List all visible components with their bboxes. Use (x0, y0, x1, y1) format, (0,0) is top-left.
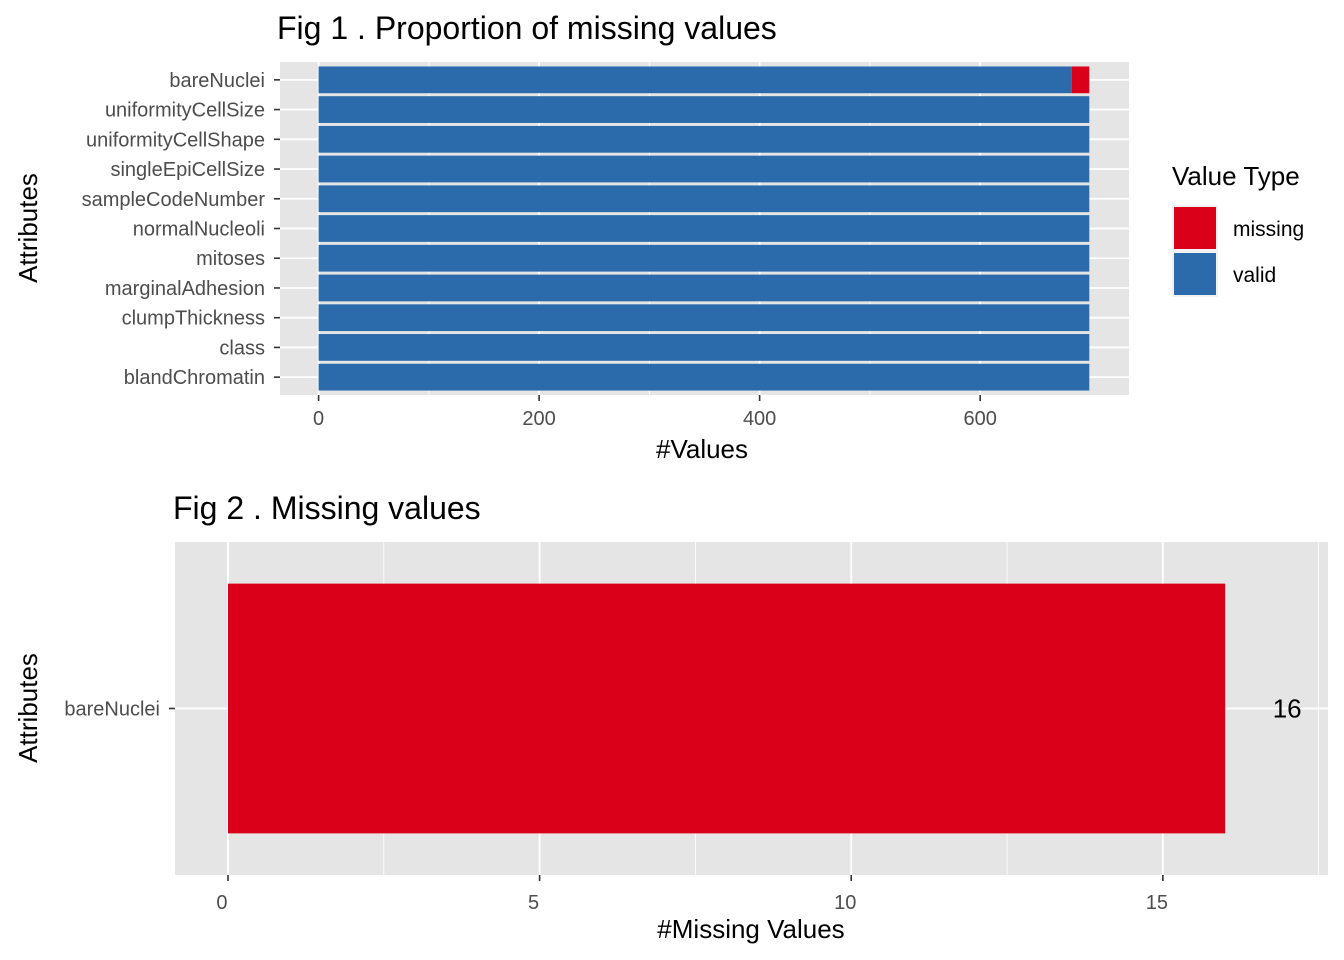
fig1-legend: Value Type missing valid (1172, 161, 1304, 297)
fig1-x-tick-label: 200 (522, 408, 555, 430)
fig1-x-tick-label: 0 (313, 408, 324, 430)
bar-valid-uniformityCellSize (318, 96, 1090, 123)
fig2-x-tick-label: 0 (216, 892, 227, 914)
fig1-title: Fig 1 . Proportion of missing values (277, 10, 777, 46)
fig1-y-tick-label: sampleCodeNumber (82, 189, 266, 211)
bar-valid-marginalAdhesion (318, 274, 1090, 302)
fig1-y-tick-label: uniformityCellSize (105, 100, 265, 122)
bar-valid-singleEpiCellSize (318, 155, 1090, 183)
bar-valid-normalNucleoli (318, 215, 1090, 242)
fig1-x-tick-label: 400 (743, 408, 776, 430)
fig2-title: Fig 2 . Missing values (173, 490, 481, 526)
fig2-x-tick-label: 5 (528, 892, 539, 914)
legend-swatch-missing (1174, 207, 1216, 249)
fig2-y-axis: bareNuclei (64, 699, 175, 721)
fig2-y-tick-label: bareNuclei (64, 699, 160, 721)
fig1-bars (318, 66, 1090, 391)
fig1-x-axis-title: #Values (656, 434, 748, 464)
fig1-y-tick-label: clumpThickness (122, 308, 265, 330)
bar-valid-blandChromatin (318, 363, 1090, 391)
fig2-bars: 16 (227, 583, 1302, 834)
bar-valid-sampleCodeNumber (318, 185, 1090, 213)
fig1-y-axis: bareNuclei uniformityCellSize uniformityCe… (82, 70, 280, 389)
fig1-y-axis-title: Attributes (13, 173, 43, 283)
fig2-y-axis-title: Attributes (13, 653, 43, 763)
fig1-x-axis: 0 200 400 600 (313, 395, 997, 430)
bar-valid-uniformityCellShape (318, 125, 1090, 153)
fig2-chart: Fig 2 . Missing values 16 bareNuclei 0 5 1… (13, 490, 1328, 944)
bar-valid-mitoses (318, 244, 1090, 272)
legend-label-valid: valid (1233, 264, 1276, 287)
legend-swatch-valid (1174, 253, 1216, 295)
fig2-x-axis: 0 5 10 15 (216, 875, 1168, 914)
fig2-x-tick-label: 10 (834, 892, 856, 914)
fig1-y-tick-label: uniformityCellShape (86, 129, 265, 151)
fig1-y-tick-label: class (219, 337, 265, 359)
fig1-x-tick-label: 600 (963, 408, 996, 430)
fig2-x-axis-title: #Missing Values (657, 914, 844, 944)
legend-title: Value Type (1172, 161, 1300, 191)
bar-valid-bareNuclei (318, 66, 1072, 94)
fig1-chart: Fig 1 . Proportion of missing values bar… (13, 10, 1304, 464)
fig2-x-tick-label: 15 (1146, 892, 1168, 914)
fig1-y-tick-label: normalNucleoli (133, 219, 265, 241)
fig1-y-tick-label: mitoses (196, 248, 265, 270)
fig1-y-tick-label: blandChromatin (124, 367, 265, 389)
bar-valid-class (318, 334, 1090, 361)
bar-missing-bareNuclei (227, 583, 1226, 834)
fig1-y-tick-label: singleEpiCellSize (110, 159, 265, 181)
fig2-data-label: 16 (1273, 694, 1302, 724)
fig1-y-tick-label: bareNuclei (169, 70, 265, 92)
bar-valid-clumpThickness (318, 304, 1090, 332)
bar-missing-bareNuclei (1071, 66, 1090, 94)
fig1-y-tick-label: marginalAdhesion (105, 278, 265, 300)
legend-label-missing: missing (1233, 218, 1304, 241)
